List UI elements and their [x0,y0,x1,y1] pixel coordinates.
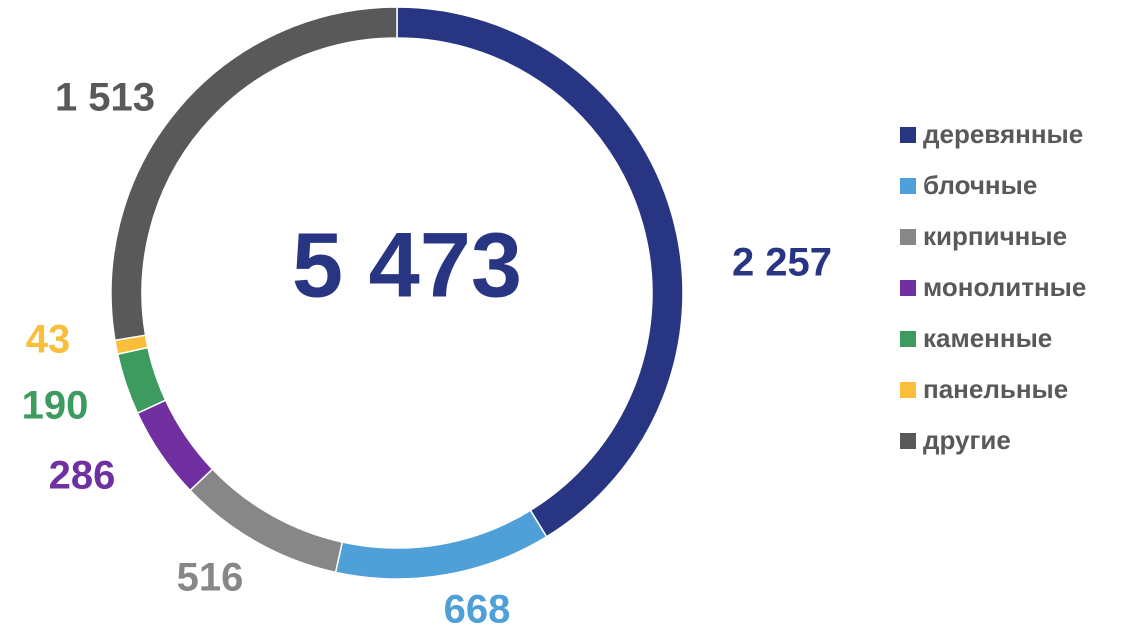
legend-swatch [900,331,916,347]
data-label: 516 [177,556,244,600]
legend-swatch [900,433,916,449]
legend-label: кирпичные [923,221,1067,251]
data-label: 1 513 [55,76,155,120]
legend-swatch [900,382,916,398]
legend-label: деревянные [923,119,1083,149]
legend-swatch [900,178,916,194]
data-label: 2 257 [732,241,832,285]
donut-segment [110,6,398,342]
data-label: 190 [22,384,89,428]
donut-segment [136,399,214,492]
data-label: 286 [49,454,116,498]
legend-label: монолитные [923,272,1086,302]
data-label: 668 [444,588,511,632]
legend-swatch [900,229,916,245]
donut-segment [116,346,167,415]
center-total: 5 473 [292,214,522,316]
legend-swatch [900,280,916,296]
legend-label: другие [923,425,1011,455]
data-label: 43 [26,318,71,362]
legend-label: блочные [923,170,1037,200]
legend-label: каменные [923,323,1052,353]
legend-swatch [900,127,916,143]
legend-label: панельные [923,374,1068,404]
donut-segment [334,509,548,580]
